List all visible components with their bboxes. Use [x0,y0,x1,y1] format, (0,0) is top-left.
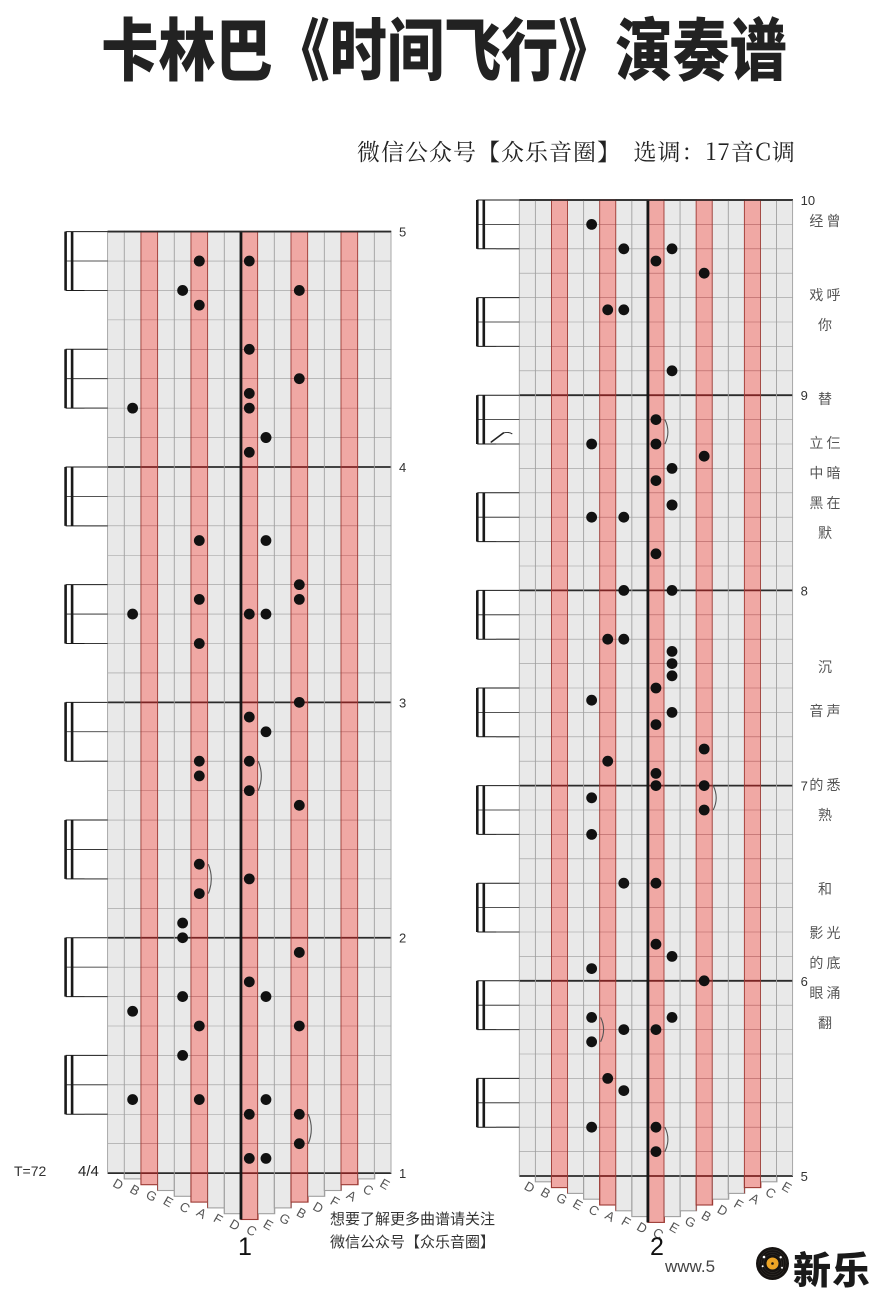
svg-text:3: 3 [399,695,406,710]
svg-text:4: 4 [399,460,406,475]
svg-text:8: 8 [801,583,808,598]
svg-text:5: 5 [399,225,406,240]
svg-text:5: 5 [801,1169,808,1184]
svg-text:2: 2 [399,931,406,946]
svg-text:1: 1 [399,1166,406,1181]
